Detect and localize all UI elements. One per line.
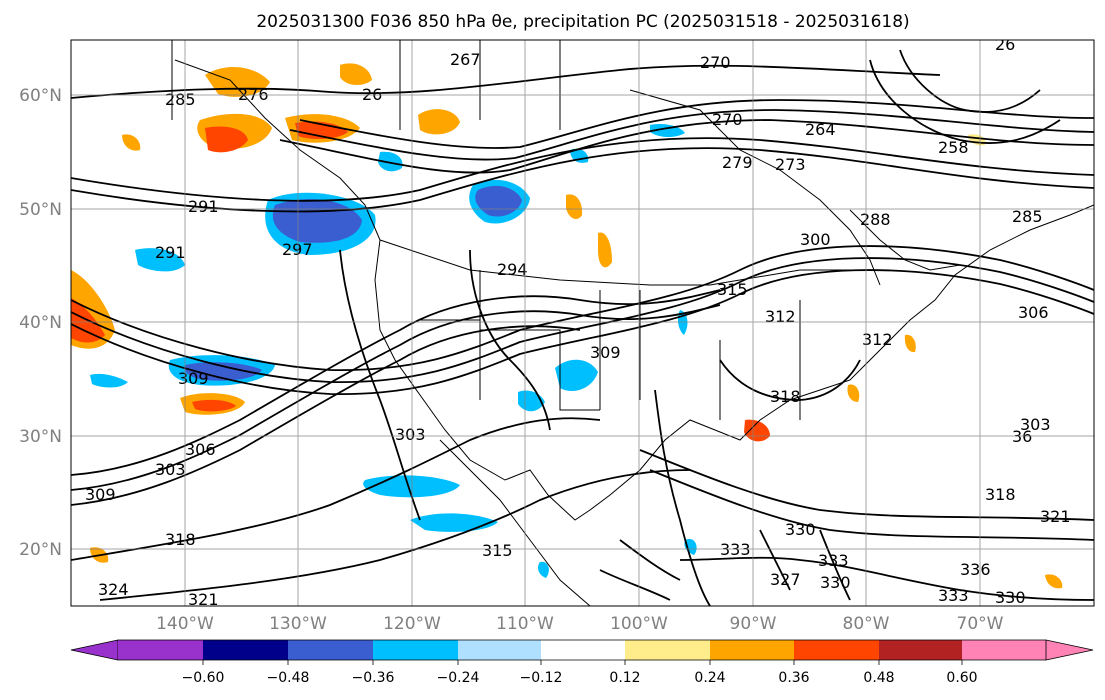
colorbar-segment <box>794 640 879 660</box>
lon-label: 80°W <box>843 614 890 634</box>
contour-label: 336 <box>960 560 991 579</box>
map-title: 2025031300 F036 850 hPa θe, precipitatio… <box>256 12 909 32</box>
contour-label: 279 <box>722 153 753 172</box>
lat-label: 40°N <box>19 313 62 333</box>
contour-label: 321 <box>188 590 219 609</box>
latitude-labels: 60°N 50°N 40°N 30°N 20°N <box>19 86 62 560</box>
colorbar: −0.60 −0.48 −0.36 −0.24 −0.12 0.12 0.24 … <box>70 639 1094 686</box>
colorbar-tick-label: 0.36 <box>778 670 809 686</box>
colorbar-tick-label: 0.48 <box>863 670 894 686</box>
contour-label: 303 <box>395 425 426 444</box>
colorbar-segment <box>70 639 119 661</box>
contour-labels: 267 270 285 276 26 270 264 26 258 291 27… <box>85 35 1071 609</box>
map-frame <box>70 39 1095 607</box>
contour-label: 318 <box>770 387 801 406</box>
contour-label: 270 <box>700 53 731 72</box>
colorbar-segment <box>1045 639 1094 661</box>
contour-label: 312 <box>862 330 893 349</box>
colorbar-tick-label: −0.24 <box>437 670 480 686</box>
contour-label: 312 <box>765 307 796 326</box>
lat-label: 20°N <box>19 540 62 560</box>
colorbar-segment <box>373 640 458 660</box>
colorbar-segment <box>962 640 1046 660</box>
colorbar-ticks <box>202 660 963 665</box>
contour-label: 264 <box>805 120 836 139</box>
colorbar-segment <box>879 640 962 660</box>
colorbar-segment <box>710 640 794 660</box>
contour-label: 291 <box>155 243 186 262</box>
contour-label: 327 <box>770 570 801 589</box>
colorbar-tick-label: 0.60 <box>946 670 977 686</box>
colorbar-tick-label: 0.12 <box>609 670 640 686</box>
colorbar-segment <box>203 640 288 660</box>
lon-label: 100°W <box>610 614 668 634</box>
theta-e-contours <box>71 49 1094 606</box>
contour-label: 273 <box>775 155 806 174</box>
contour-label: 306 <box>1018 303 1049 322</box>
contour-label: 270 <box>712 110 743 129</box>
colorbar-segment <box>118 640 203 660</box>
lat-label: 30°N <box>19 427 62 447</box>
contour-label: 309 <box>85 485 116 504</box>
map-area: 267 270 285 276 26 270 264 26 258 291 27… <box>71 35 1094 609</box>
contour-label: 291 <box>188 197 219 216</box>
contour-label: 303 <box>155 460 186 479</box>
contour-label: 297 <box>282 240 313 259</box>
coastlines <box>171 40 1094 606</box>
contour-label: 258 <box>938 138 969 157</box>
contour-label: 288 <box>860 210 891 229</box>
colorbar-tick-label: −0.36 <box>352 670 395 686</box>
contour-label: 330 <box>995 588 1026 607</box>
colorbar-segment <box>458 640 541 660</box>
contour-label: 285 <box>165 90 196 109</box>
contour-label: 309 <box>178 369 209 388</box>
lon-label: 120°W <box>383 614 441 634</box>
contour-label: 324 <box>98 580 129 599</box>
contour-label: 285 <box>1012 207 1043 226</box>
contour-label: 306 <box>185 440 216 459</box>
contour-label: 315 <box>482 541 513 560</box>
contour-label: 333 <box>938 586 969 605</box>
contour-label: 309 <box>590 343 621 362</box>
lon-label: 130°W <box>269 614 327 634</box>
contour-label: 315 <box>717 280 748 299</box>
lat-label: 50°N <box>19 200 62 220</box>
lon-label: 110°W <box>496 614 554 634</box>
contour-label: 294 <box>497 260 528 279</box>
contour-label: 318 <box>985 485 1016 504</box>
lon-label: 70°W <box>957 614 1004 634</box>
graticule <box>71 40 1094 606</box>
colorbar-tick-label: 0.24 <box>694 670 725 686</box>
contour-label: 330 <box>785 520 816 539</box>
colorbar-tick-label: −0.12 <box>520 670 563 686</box>
lat-label: 60°N <box>19 86 62 106</box>
longitude-labels: 140°W 130°W 120°W 110°W 100°W 90°W 80°W … <box>156 614 1004 634</box>
contour-label: 333 <box>818 551 849 570</box>
colorbar-tick-label: −0.60 <box>182 670 225 686</box>
colorbar-segment <box>288 640 373 660</box>
contour-label: 318 <box>165 530 196 549</box>
colorbar-segment <box>625 640 710 660</box>
contour-label: 321 <box>1040 507 1071 526</box>
colorbar-segment <box>541 640 625 660</box>
lon-label: 140°W <box>156 614 214 634</box>
lon-label: 90°W <box>730 614 777 634</box>
contour-label: 26 <box>995 35 1015 54</box>
contour-label: 330 <box>820 573 851 592</box>
contour-label: 303 <box>1020 415 1051 434</box>
colorbar-tick-label: −0.48 <box>267 670 310 686</box>
contour-label: 267 <box>450 50 481 69</box>
contour-label: 300 <box>800 230 831 249</box>
